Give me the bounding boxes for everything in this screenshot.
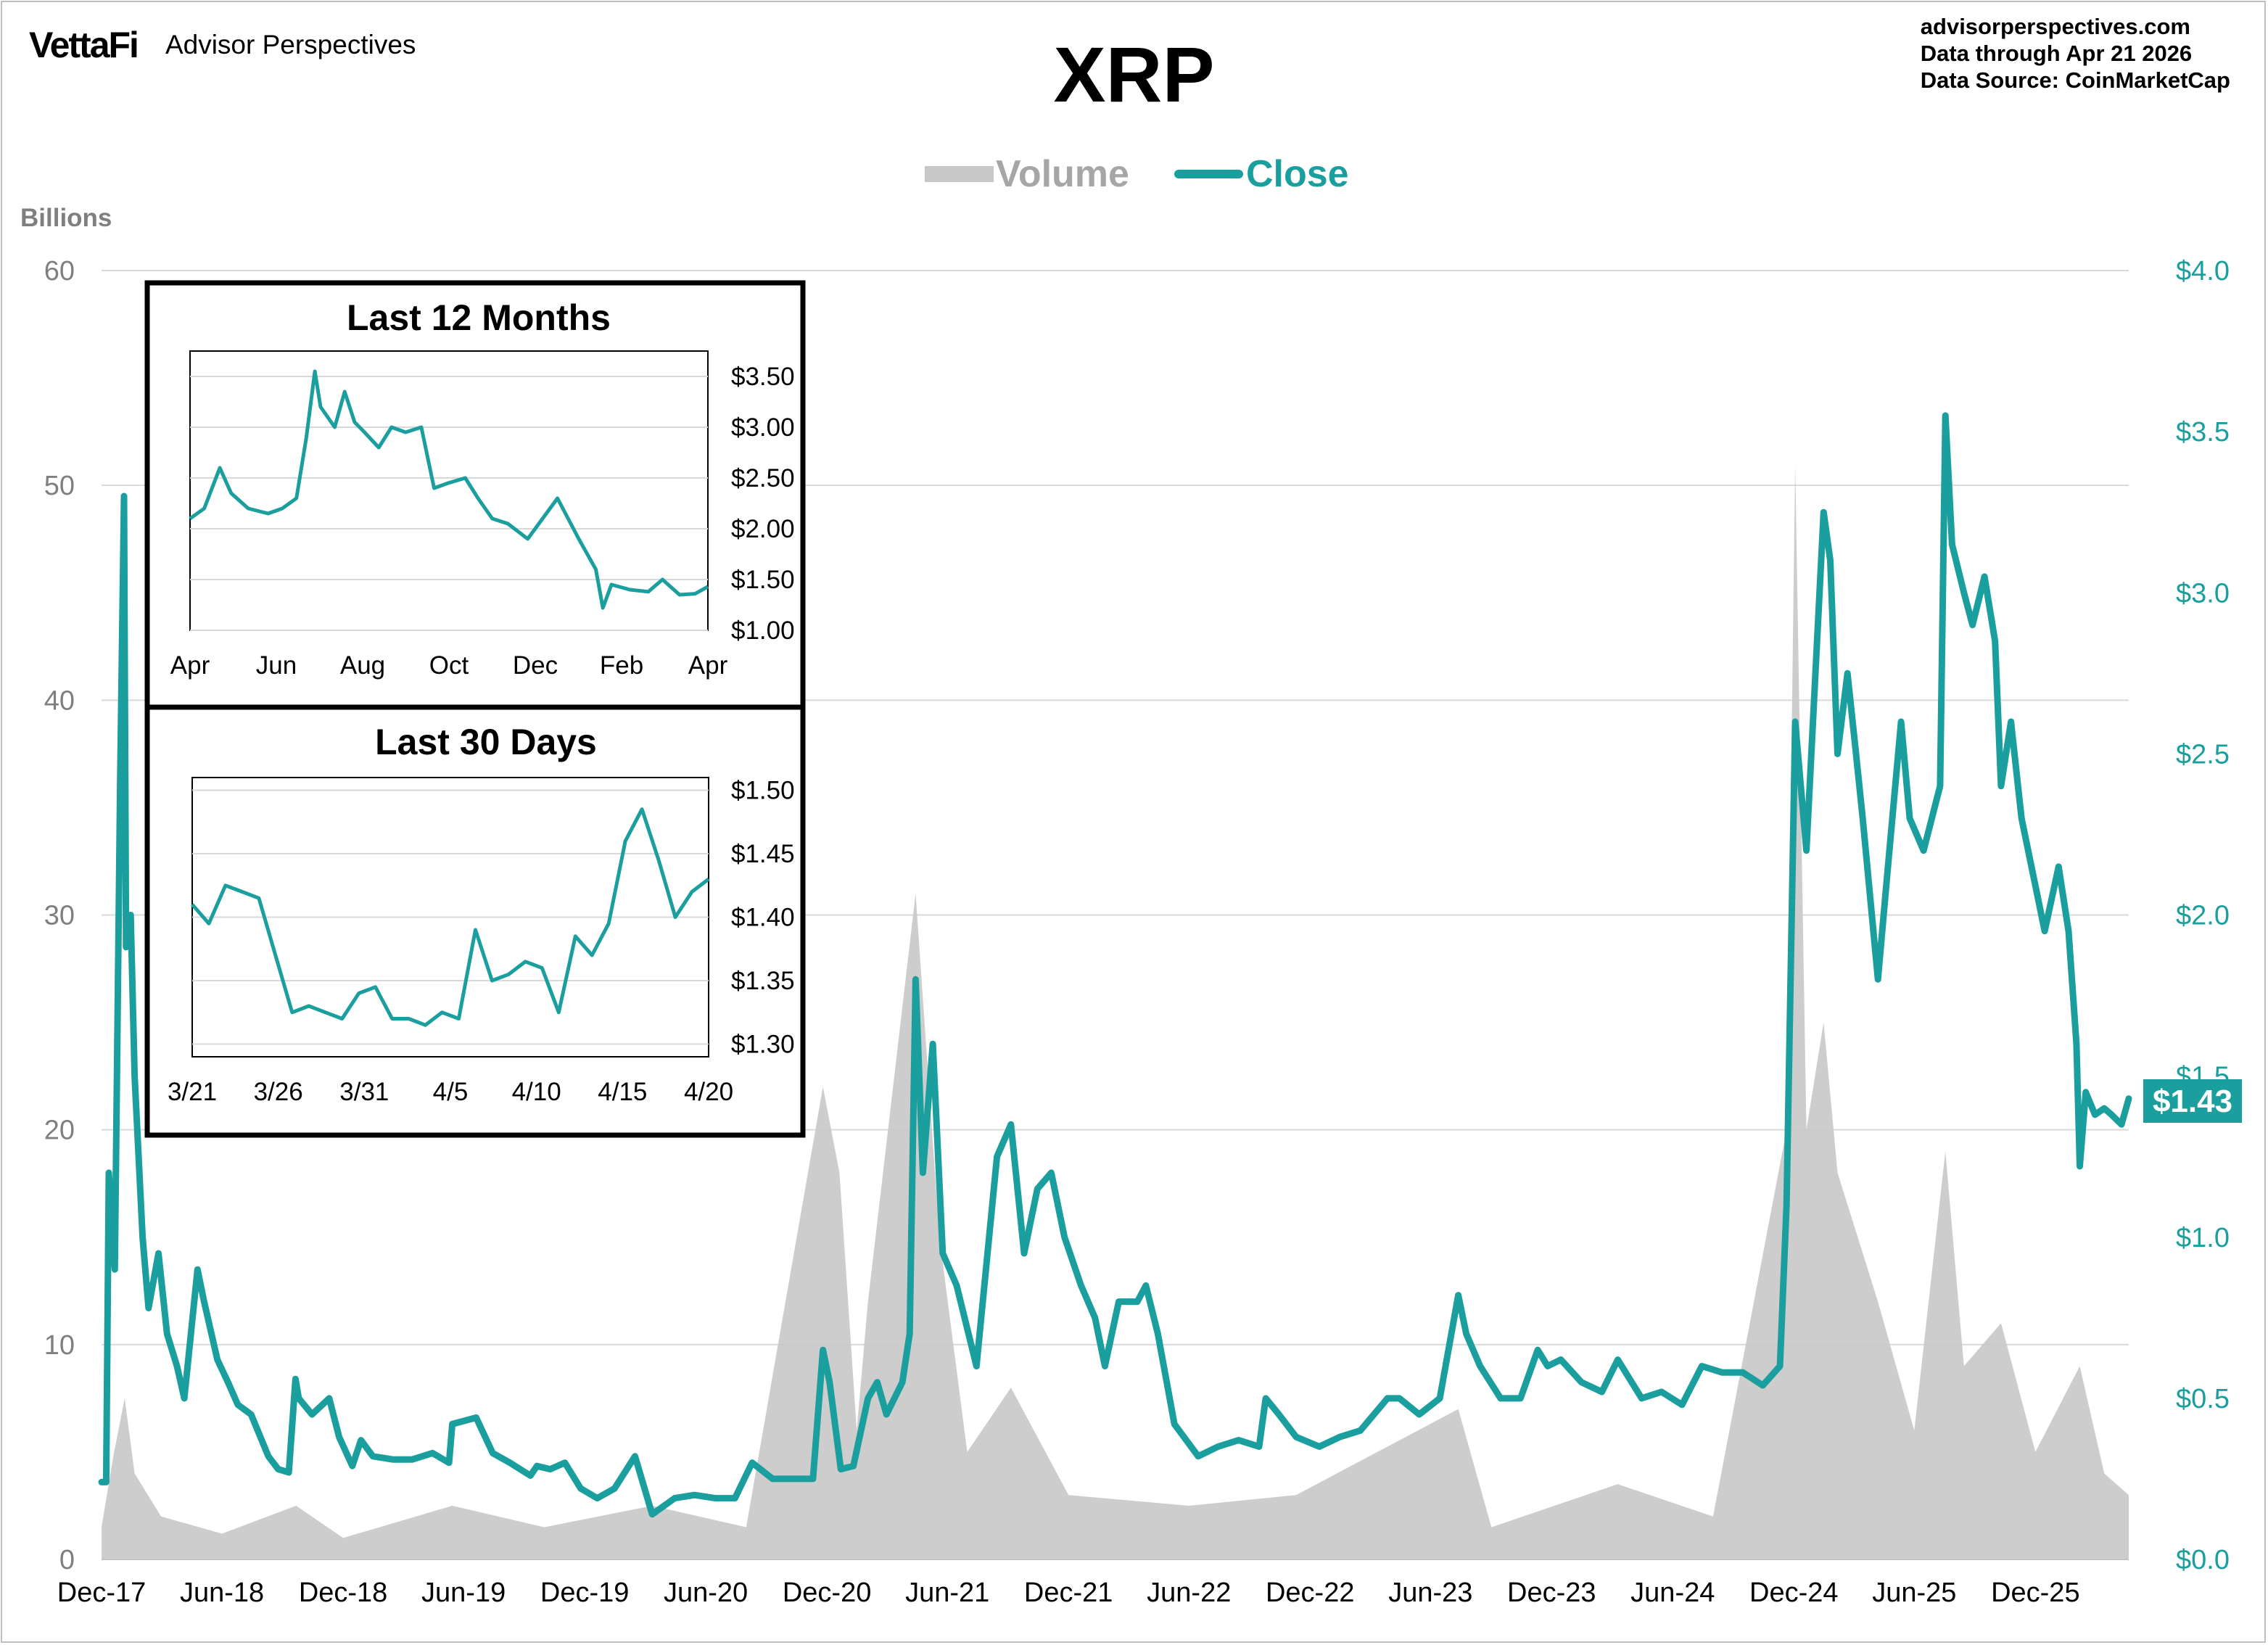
legend-volume-swatch	[925, 166, 994, 182]
left-tick-0: 0	[59, 1545, 75, 1575]
x-tick-jun-20: Jun-20	[664, 1578, 748, 1608]
right-tick-3-0: $3.0	[2176, 578, 2230, 609]
x-tick-jun-19: Jun-19	[421, 1578, 506, 1608]
last-value-text: $1.43	[2153, 1084, 2232, 1119]
x-tick-jun-23: Jun-23	[1388, 1578, 1472, 1608]
left-tick-30: 30	[44, 901, 75, 931]
right-tick-2-5: $2.5	[2176, 739, 2230, 770]
inset-30d-grid	[192, 789, 709, 1045]
inset-12m-line	[189, 369, 709, 610]
inset-30d-border	[144, 704, 806, 1138]
right-tick-4-0: $4.0	[2176, 256, 2230, 286]
close-line	[98, 412, 2132, 1518]
left-tick-40: 40	[44, 685, 75, 716]
inset-12m-x-tick-apr-0: Apr	[170, 651, 210, 680]
close-series	[98, 412, 2132, 1518]
volume-area	[102, 463, 2129, 1559]
x-tick-jun-22: Jun-22	[1147, 1578, 1231, 1608]
inset-30d-price-line	[191, 807, 710, 1027]
left-tick-60: 60	[44, 256, 75, 286]
x-tick-dec-19: Dec-19	[540, 1578, 630, 1608]
brand: VettaFi Advisor Perspectives	[29, 23, 416, 67]
x-tick-dec-20: Dec-20	[783, 1578, 872, 1608]
legend-close-label: Close	[1246, 153, 1349, 195]
inset-30d-x-tick-4-10-4: 4/10	[512, 1078, 561, 1106]
inset-30d-x-tick-3-21-0: 3/21	[168, 1078, 217, 1106]
inset-30d-y-tick-1-35: $1.35	[731, 967, 795, 995]
inset-30d-y-tick-1-45: $1.45	[731, 840, 795, 868]
inset-30d-line	[191, 807, 710, 1027]
inset-12m-x-tick-dec-4: Dec	[513, 651, 558, 680]
inset-12m-x-tick-oct-3: Oct	[429, 651, 469, 680]
inset-12m-y-tick-3-00: $3.00	[731, 413, 795, 442]
right-axis-ticks: $0.0$0.5$1.0$1.5$2.0$2.5$3.0$3.5$4.0	[2176, 256, 2230, 1575]
volume-series	[102, 463, 2129, 1559]
right-tick-0-5: $0.5	[2176, 1384, 2230, 1414]
left-tick-20: 20	[44, 1116, 75, 1146]
left-axis-unit: Billions	[20, 204, 112, 232]
inset-30d-x-tick-4-15-5: 4/15	[598, 1078, 647, 1106]
inset-30d-x-ticks: 3/21 3/26 3/31 4/5 4/10 4/15 4/20	[168, 1078, 733, 1106]
x-tick-dec-21: Dec-21	[1024, 1578, 1113, 1608]
x-tick-jun-25: Jun-25	[1872, 1578, 1956, 1608]
inset-30d-title: Last 30 Days	[375, 722, 597, 762]
right-tick-3-5: $3.5	[2176, 417, 2230, 448]
inset-12m-title: Last 12 Months	[347, 297, 611, 338]
right-tick-2-0: $2.0	[2176, 901, 2230, 931]
legend-volume-label: Volume	[996, 153, 1129, 195]
x-tick-jun-21: Jun-21	[905, 1578, 989, 1608]
inset-30d-y-tick-1-30: $1.30	[731, 1031, 795, 1059]
inset-12m-y-ticks: $1.00 $1.50 $2.00 $2.50 $3.00 $3.50	[731, 363, 795, 645]
x-tick-jun-18: Jun-18	[180, 1578, 264, 1608]
inset-30d-x-tick-3-26-1: 3/26	[254, 1078, 303, 1106]
inset-30d-y-tick-1-50: $1.50	[731, 777, 795, 805]
last-value-box	[2143, 1079, 2242, 1123]
source-date: Data through Apr 21 2026	[1920, 41, 2193, 66]
inset-30d-x-tick-4-20-6: 4/20	[684, 1078, 733, 1106]
x-tick-dec-18: Dec-18	[299, 1578, 388, 1608]
inset-12m-x-ticks: Apr Jun Aug Oct Dec Feb Apr	[170, 651, 728, 680]
x-tick-dec-24: Dec-24	[1749, 1578, 1839, 1608]
x-tick-dec-25: Dec-25	[1991, 1578, 2080, 1608]
inset-12m-x-tick-feb-5: Feb	[600, 651, 643, 680]
x-tick-dec-17: Dec-17	[57, 1578, 147, 1608]
source-info: advisorperspectives.com Data through Apr…	[1921, 13, 2230, 94]
inset-30d-y-tick-1-40: $1.40	[731, 904, 795, 932]
vettafi-logo: VettaFi	[29, 25, 139, 65]
inset-30d-x-tick-4-5-3: 4/5	[433, 1078, 469, 1106]
inset-12m-y-tick-2-50: $2.50	[731, 464, 795, 492]
source-provider: Data Source: CoinMarketCap	[1920, 67, 2230, 93]
inset-12m-x-tick-jun-1: Jun	[256, 651, 297, 680]
left-axis-ticks: 0 10 20 30 40 50 60	[44, 256, 75, 1575]
inset-last-12-months: Last 12 Months $1.00 $1.50 $2.00 $2.50 $3.00…	[144, 280, 806, 710]
inset-12m-y-tick-3-50: $3.50	[731, 363, 795, 391]
chart-title: XRP	[1053, 30, 1215, 118]
right-tick-1-0: $1.0	[2176, 1223, 2230, 1253]
x-tick-dec-22: Dec-22	[1266, 1578, 1355, 1608]
x-tick-jun-24: Jun-24	[1630, 1578, 1715, 1608]
inset-12m-price-line	[189, 369, 709, 610]
inset-last-30-days: Last 30 Days $1.30 $1.35 $1.40 $1.45 $1.50 3…	[144, 704, 806, 1138]
inset-12m-x-tick-aug-2: Aug	[340, 651, 385, 680]
brand-name: Advisor Perspectives	[165, 30, 416, 59]
x-tick-dec-23: Dec-23	[1507, 1578, 1596, 1608]
inset-12m-x-tick-apr-6: Apr	[688, 651, 728, 680]
left-tick-10: 10	[44, 1330, 75, 1361]
inset-12m-y-tick-2-00: $2.00	[731, 515, 795, 543]
source-site: advisorperspectives.com	[1920, 14, 2190, 39]
inset-12m-y-tick-1-50: $1.50	[731, 566, 795, 594]
right-tick-0-0: $0.0	[2176, 1545, 2230, 1575]
inset-30d-x-tick-3-31-2: 3/31	[339, 1078, 389, 1106]
inset-12m-grid	[190, 376, 708, 631]
x-axis-ticks: Dec-17 Jun-18 Dec-18 Jun-19 Dec-19 Jun-20 Dec-…	[57, 1578, 2080, 1608]
inset-12m-y-tick-1-00: $1.00	[731, 617, 795, 645]
legend: Volume Close	[925, 153, 1349, 195]
inset-30d-y-ticks: $1.30 $1.35 $1.40 $1.45 $1.50	[731, 777, 795, 1059]
left-tick-50: 50	[44, 471, 75, 501]
last-value-badge: $1.43	[2143, 1079, 2242, 1123]
